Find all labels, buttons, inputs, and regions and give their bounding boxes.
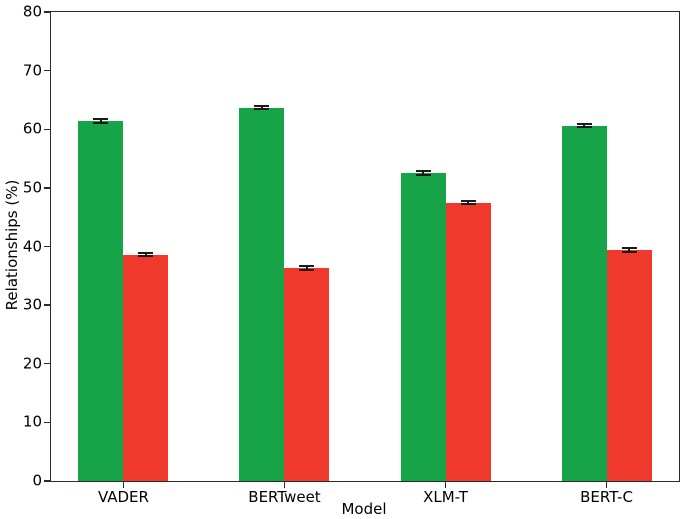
y-tick-label: 40 (22, 237, 42, 255)
x-tick-mark (283, 481, 286, 488)
error-bar-cap (621, 250, 637, 253)
y-axis-label: Relationships (%) (3, 179, 21, 311)
error-bar-cap (138, 251, 154, 254)
red-bar (606, 250, 652, 481)
green-bar (78, 121, 124, 481)
error-bar-cap (576, 122, 592, 125)
error-bar-cap (576, 126, 592, 129)
x-tick-label: BERT-C (580, 488, 633, 506)
y-tick-mark (44, 304, 51, 306)
error-bar-line (467, 200, 469, 205)
y-tick-label: 20 (22, 354, 42, 373)
error-bar-cap (93, 118, 109, 121)
y-tick-mark (44, 245, 51, 248)
y-tick-label: 60 (22, 119, 42, 138)
error-bar-line (145, 252, 147, 257)
y-tick-label: 10 (22, 412, 42, 431)
x-tick-mark (122, 481, 125, 488)
y-tick-mark (44, 480, 51, 482)
y-tick-mark (44, 363, 51, 365)
error-bar-cap (299, 268, 315, 271)
x-tick-label: XLM-T (423, 488, 468, 506)
error-bar-cap (621, 247, 637, 250)
green-bar (400, 173, 446, 481)
green-bar (561, 125, 607, 481)
y-tick-mark (44, 128, 51, 130)
error-bar-cap (93, 121, 109, 124)
error-bar-line (628, 248, 630, 252)
x-tick-mark (444, 481, 447, 488)
x-tick-mark (605, 481, 608, 488)
y-tick-label: 70 (22, 61, 42, 80)
error-bar-cap (254, 108, 270, 111)
y-tick-mark (44, 11, 51, 13)
y-tick-mark (44, 69, 51, 72)
error-bar-line (261, 105, 263, 110)
y-tick-label: 0 (32, 471, 42, 490)
error-bar-cap (460, 199, 476, 202)
error-bar-line (100, 119, 102, 123)
y-tick-label: 80 (22, 2, 42, 21)
red-bar (284, 268, 330, 481)
error-bar-line (583, 123, 585, 128)
error-bar-line (306, 266, 308, 270)
y-tick-label: 50 (22, 178, 42, 197)
y-tick-mark (44, 421, 51, 424)
error-bar-cap (254, 104, 270, 107)
green-bar (239, 107, 285, 481)
error-bar-cap (138, 255, 154, 258)
x-axis-label: Model (341, 500, 387, 518)
x-tick-label: BERTweet (248, 488, 321, 506)
red-bar (445, 202, 491, 481)
y-tick-label: 30 (22, 295, 42, 314)
red-bar (123, 254, 169, 481)
plot-area: 0 10 20 30 40 50 60 70 80 VADER BERTweet XLM-T BERT-… (23, 4, 680, 505)
y-tick-mark (44, 187, 51, 189)
error-bar-cap (415, 170, 431, 173)
x-tick-label: VADER (97, 488, 149, 506)
error-bar-cap (460, 203, 476, 206)
error-bar-cap (299, 265, 315, 268)
error-bar-line (422, 171, 424, 175)
error-bar-cap (415, 173, 431, 176)
